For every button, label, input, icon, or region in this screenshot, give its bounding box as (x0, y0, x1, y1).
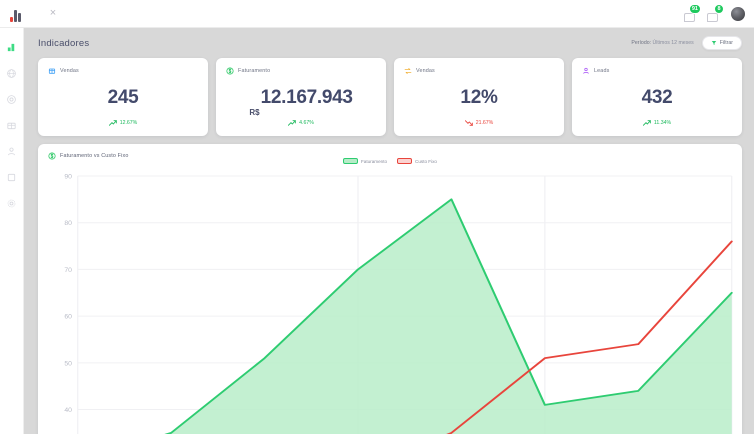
kpi-card-vendas[interactable]: Vendas 245 12.67% (38, 58, 208, 136)
chat-bubble-icon (707, 12, 718, 22)
kpi-card-value-wrap: 12% (404, 75, 554, 120)
chart-panel: Faturamento vs Custo Fixo Faturamento Cu… (38, 144, 742, 434)
messages-icon[interactable]: 91 (684, 3, 701, 22)
trend-up-icon (288, 120, 296, 126)
kpi-card-delta: 4.67% (226, 120, 376, 128)
kpi-card-value-wrap: 432 (582, 75, 732, 120)
period-value: Últimos 12 meses (652, 40, 694, 46)
kpi-card-header: Vendas (404, 67, 554, 75)
legend-swatch-icon (397, 158, 413, 164)
kpi-card-header: Vendas (48, 67, 198, 75)
kpi-card-header: Faturamento (226, 67, 376, 75)
kpi-card-delta-value: 4.67% (299, 120, 314, 126)
sidebar-item-carrinho[interactable] (5, 119, 18, 132)
chart-canvas: 40 50 60 70 80 90 (64, 174, 733, 434)
chart-legend: Faturamento Custo Fixo (38, 158, 742, 164)
page-header: Indicadores Período: Últimos 12 meses Fi… (24, 28, 754, 58)
kpi-card-leads[interactable]: Leads 432 11.34% (572, 58, 742, 136)
kpi-card-value: 12.167.943 (260, 86, 353, 108)
chart-bar-icon (7, 43, 15, 52)
sidebar-item-documentos[interactable] (5, 171, 18, 184)
page-title: Indicadores (38, 37, 90, 49)
square-icon (7, 173, 16, 182)
kpi-card-currency: R$ (249, 108, 260, 117)
legend-label: Custo Fixo (415, 158, 437, 164)
target-icon (7, 95, 16, 104)
user-icon (8, 147, 15, 156)
kpi-card-delta-value: 12.67% (119, 120, 138, 126)
kpi-card-conversao[interactable]: Vendas 12% 21.67% (394, 58, 564, 136)
kpi-card-delta: 12.67% (48, 120, 198, 128)
page-header-actions: Período: Últimos 12 meses Filtrar (631, 36, 742, 50)
chat-bubble-icon (684, 12, 695, 22)
kpi-card-label: Vendas (416, 68, 435, 74)
period-indicator: Período: Últimos 12 meses (631, 40, 693, 46)
svg-text:70: 70 (64, 267, 72, 274)
user-icon (582, 67, 590, 75)
app-logo-icon (10, 6, 32, 22)
kpi-card-label: Vendas (60, 68, 79, 74)
browser-bar-actions: 91 8 (684, 3, 746, 22)
trend-up-icon (108, 120, 117, 126)
kpi-card-list: Vendas 245 12.67% (24, 58, 754, 136)
trend-down-icon (464, 120, 473, 126)
sidebar-item-alvo[interactable] (5, 93, 18, 106)
svg-text:90: 90 (64, 174, 72, 181)
kpi-card-label: Leads (594, 68, 610, 74)
sidebar (0, 28, 24, 434)
filter-button[interactable]: Filtrar (701, 36, 742, 50)
filter-button-label: Filtrar (719, 40, 733, 46)
kpi-card-value: 12% (460, 86, 498, 108)
kpi-card-value-wrap: 245 (48, 75, 198, 120)
legend-item-custo-fixo[interactable]: Custo Fixo (397, 158, 437, 164)
globe-icon (7, 69, 16, 78)
kpi-card-delta-value: 11.34% (653, 120, 672, 126)
alerts-icon[interactable]: 8 (707, 3, 724, 22)
sidebar-item-usuarios[interactable] (5, 145, 18, 158)
dollar-icon (226, 67, 234, 75)
kpi-card-label: Faturamento (238, 68, 271, 74)
sidebar-item-configuracoes[interactable] (5, 197, 18, 210)
kpi-card-faturamento[interactable]: Faturamento R$ 12.167.943 4.67% (216, 58, 386, 136)
gear-icon (7, 199, 16, 208)
chart-header: Faturamento vs Custo Fixo (48, 152, 732, 160)
exchange-icon (404, 67, 412, 75)
browser-bar: × 91 8 (0, 0, 754, 28)
svg-text:40: 40 (64, 407, 72, 414)
legend-item-faturamento[interactable]: Faturamento (342, 158, 388, 164)
svg-text:50: 50 (64, 361, 72, 368)
svg-text:60: 60 (64, 314, 72, 321)
svg-text:80: 80 (64, 221, 72, 228)
chart-title: Faturamento vs Custo Fixo (60, 153, 129, 159)
avatar[interactable] (730, 5, 746, 22)
kpi-card-delta-value: 21.67% (475, 120, 494, 126)
legend-label: Faturamento (360, 158, 388, 164)
legend-swatch-icon (342, 158, 358, 164)
period-label: Período: (631, 40, 652, 46)
kpi-card-value: 245 (107, 86, 139, 108)
kpi-card-delta: 11.34% (582, 120, 732, 128)
dollar-icon (48, 152, 56, 160)
messages-badge: 91 (688, 3, 701, 14)
kpi-card-delta: 21.67% (404, 120, 554, 128)
kpi-card-value: 432 (641, 86, 673, 108)
tab-close-icon[interactable]: × (49, 7, 57, 19)
chart-plot-area: 40 50 60 70 80 90 (48, 170, 734, 434)
kpi-card-value-wrap: R$ 12.167.943 (226, 75, 376, 120)
cart-icon (7, 122, 16, 130)
sidebar-item-globo[interactable] (5, 67, 18, 80)
kpi-card-header: Leads (582, 67, 732, 75)
alerts-badge: 8 (714, 3, 724, 14)
trend-up-icon (642, 120, 651, 126)
sidebar-item-dashboard[interactable] (5, 41, 18, 54)
funnel-icon (711, 41, 716, 45)
app-content: Indicadores Período: Últimos 12 meses Fi… (24, 28, 754, 434)
cart-icon (48, 67, 56, 75)
